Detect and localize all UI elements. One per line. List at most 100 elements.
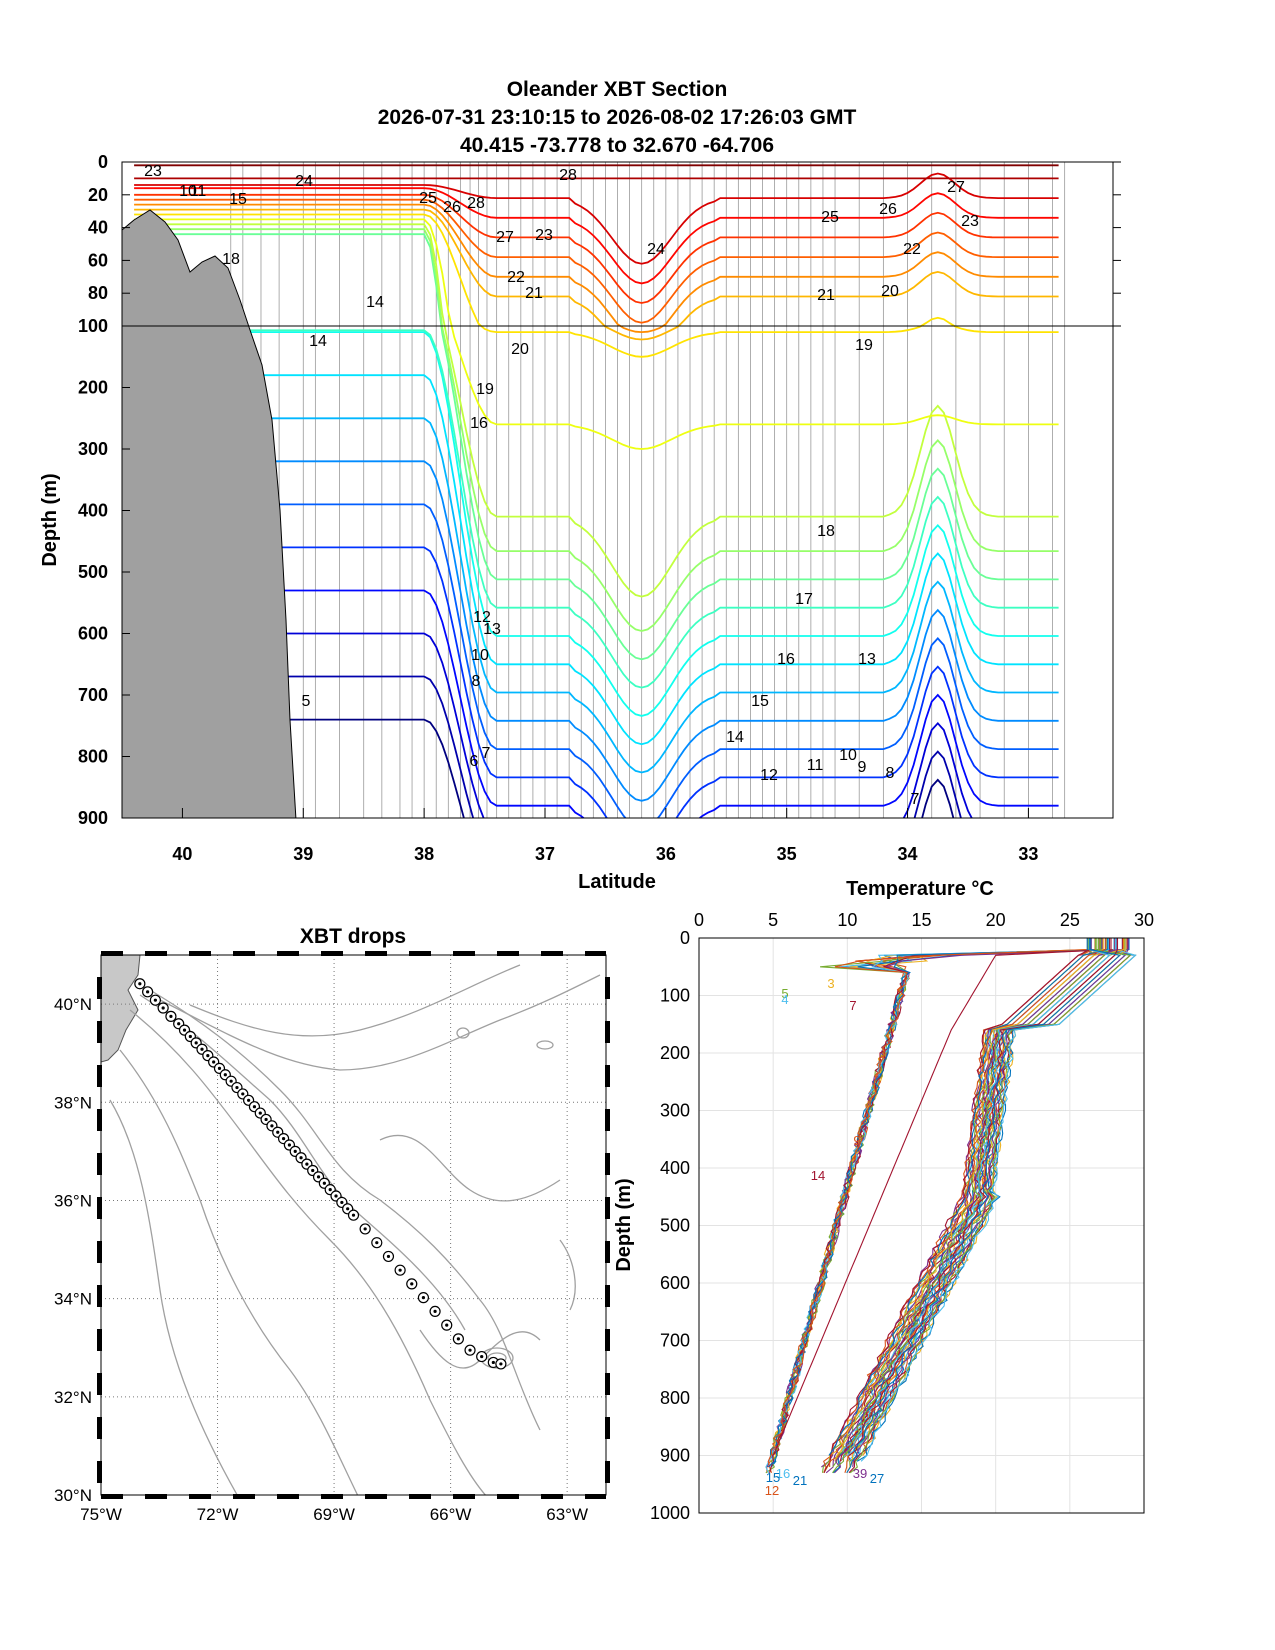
isotherm-15: [134, 329, 1059, 689]
border-seg: [97, 1109, 102, 1131]
profile-x-tick-label: 30: [1134, 910, 1154, 930]
border-seg: [453, 951, 475, 956]
border-seg: [497, 951, 519, 956]
profile-label: 5: [781, 986, 788, 1001]
contour-label: 14: [309, 333, 327, 350]
xbt-drop-dot: [433, 1309, 437, 1313]
contour-label: 22: [507, 269, 525, 286]
border-seg: [605, 1065, 610, 1087]
contour-label: 23: [961, 213, 979, 230]
border-seg: [605, 1461, 610, 1483]
xbt-drop-dot: [229, 1079, 233, 1083]
profile-plot: 0 5 10 15 20 25 300100200300400500600700800900…: [613, 878, 1154, 1523]
isotherm-8: [134, 589, 1059, 818]
border-seg: [605, 1373, 610, 1395]
isotherm-13: [134, 374, 1059, 746]
contour-label: 20: [881, 283, 899, 300]
profile-x-tick-label: 5: [768, 910, 778, 930]
xbt-drop-dot: [212, 1060, 216, 1064]
border-seg: [605, 1153, 610, 1175]
temperature-profile: [848, 938, 1119, 1456]
xbt-drop-dot: [311, 1168, 315, 1173]
border-seg: [277, 1494, 299, 1499]
xbt-drop-dot: [223, 1073, 227, 1077]
temperature-profile: [772, 938, 1111, 1456]
border-seg: [189, 1494, 211, 1499]
border-seg: [605, 1417, 610, 1439]
xbt-drop-dot: [386, 1254, 391, 1259]
contour-label: 19: [476, 381, 494, 398]
xbt-drop-dot: [287, 1143, 292, 1147]
contour-label: 12: [473, 609, 491, 626]
temperature-profile: [773, 938, 1117, 1456]
isotherm-14: [134, 331, 1059, 717]
border-seg: [97, 1329, 102, 1351]
bathymetry-contours: [109, 964, 601, 1495]
isotherm-26: [134, 172, 1059, 265]
border-seg: [277, 951, 299, 956]
contour-label: 10: [471, 647, 489, 664]
xbt-drop-dot: [177, 1022, 181, 1026]
xbt-drop-dot: [421, 1296, 426, 1300]
x-tick-label: 40: [172, 844, 192, 864]
profile-label: 21: [793, 1473, 807, 1488]
xbt-drop-dot: [241, 1092, 245, 1096]
xbt-drop-dot: [445, 1323, 449, 1327]
contour-label: 27: [947, 179, 965, 196]
y-tick-label: 100: [78, 316, 108, 336]
isotherm-21: [134, 208, 1059, 341]
border-seg: [189, 951, 211, 956]
xbt-drop-dot: [346, 1207, 350, 1211]
contour-label: 11: [190, 183, 207, 200]
border-seg: [233, 1494, 255, 1499]
profile-y-tick-label: 900: [660, 1446, 690, 1466]
xbt-drop-dot: [305, 1162, 309, 1166]
y-tick-label: 200: [78, 378, 108, 398]
contour-label: 10: [839, 747, 857, 764]
profile-grid: [699, 938, 1144, 1513]
lat-tick-label: 32°N: [54, 1388, 92, 1407]
temperature-profile: [765, 938, 1098, 1474]
x-tick-label: 36: [656, 844, 676, 864]
xbt-drop-dot: [328, 1188, 332, 1192]
section-frame: [121, 161, 1114, 819]
profile-y-tick-label: 800: [660, 1388, 690, 1408]
profile-label: 16: [776, 1466, 790, 1481]
xbt-drop-dot: [480, 1354, 484, 1359]
contour-label: 6: [470, 753, 479, 770]
map-gridlines: [101, 955, 606, 1495]
temperature-profile: [823, 938, 1091, 1474]
isotherm-16: [134, 233, 1059, 661]
border-seg: [97, 1417, 102, 1439]
contour-label: 8: [886, 765, 895, 782]
xbt-drop-dot: [188, 1034, 192, 1039]
section-x-ticks: 40 39 38 37 36 35 34 33: [172, 808, 1038, 864]
profile-x-tick-label: 10: [837, 910, 857, 930]
contour-label: 13: [483, 621, 501, 638]
lat-tick-label: 34°N: [54, 1290, 92, 1309]
map-border-ticks: [97, 951, 610, 1499]
contour-label: 26: [879, 201, 897, 218]
lon-tick-label: 63°W: [546, 1505, 588, 1524]
border-seg: [605, 1285, 610, 1307]
profile-y-tick-label: 400: [660, 1158, 690, 1178]
xbt-drop-dot: [299, 1156, 303, 1160]
profile-label: 27: [870, 1471, 884, 1486]
xbt-drop-dot: [499, 1362, 503, 1366]
temperature-profile: [766, 938, 1103, 1473]
contour-label: 26: [443, 199, 461, 216]
temperature-profile: [770, 938, 1089, 1456]
xbt-drop-dot: [351, 1213, 356, 1217]
xbt-drop-dot: [264, 1117, 268, 1122]
border-seg: [97, 1021, 102, 1043]
profile-y-tick-label: 1000: [650, 1503, 690, 1523]
border-seg: [605, 1241, 610, 1263]
temperature-profile: [860, 938, 1137, 1462]
border-seg: [97, 1373, 102, 1395]
xbt-drop-dot: [252, 1105, 257, 1109]
contour-label: 10: [179, 183, 197, 200]
lat-tick-label: 38°N: [54, 1093, 92, 1112]
